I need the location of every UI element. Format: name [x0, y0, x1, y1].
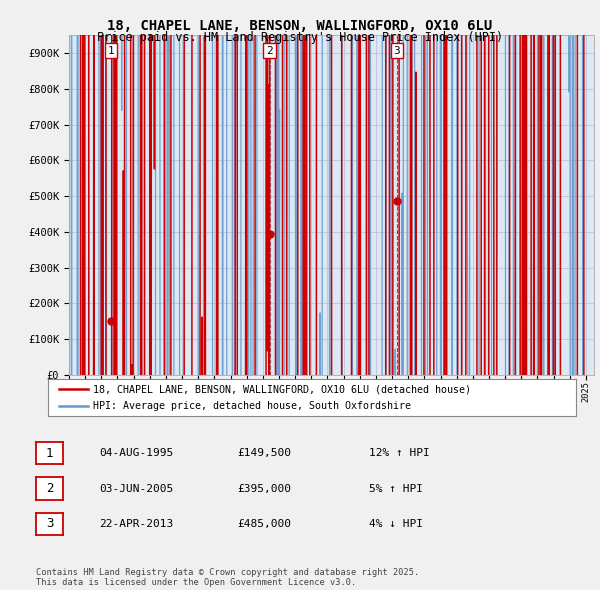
Text: 03-JUN-2005: 03-JUN-2005 [99, 484, 173, 493]
Text: 18, CHAPEL LANE, BENSON, WALLINGFORD, OX10 6LU: 18, CHAPEL LANE, BENSON, WALLINGFORD, OX… [107, 19, 493, 33]
Text: 1: 1 [46, 447, 53, 460]
Text: 2: 2 [46, 482, 53, 495]
Text: 04-AUG-1995: 04-AUG-1995 [99, 448, 173, 458]
Text: 5% ↑ HPI: 5% ↑ HPI [369, 484, 423, 493]
Text: 3: 3 [46, 517, 53, 530]
Text: HPI: Average price, detached house, South Oxfordshire: HPI: Average price, detached house, Sout… [93, 401, 411, 411]
Text: £395,000: £395,000 [237, 484, 291, 493]
Text: 3: 3 [394, 45, 400, 55]
Text: £485,000: £485,000 [237, 519, 291, 529]
Text: Price paid vs. HM Land Registry's House Price Index (HPI): Price paid vs. HM Land Registry's House … [97, 31, 503, 44]
Text: 1: 1 [107, 45, 114, 55]
Text: 18, CHAPEL LANE, BENSON, WALLINGFORD, OX10 6LU (detached house): 18, CHAPEL LANE, BENSON, WALLINGFORD, OX… [93, 384, 471, 394]
Text: Contains HM Land Registry data © Crown copyright and database right 2025.
This d: Contains HM Land Registry data © Crown c… [36, 568, 419, 587]
Text: 2: 2 [266, 45, 273, 55]
Text: 22-APR-2013: 22-APR-2013 [99, 519, 173, 529]
Text: 12% ↑ HPI: 12% ↑ HPI [369, 448, 430, 458]
Text: £149,500: £149,500 [237, 448, 291, 458]
Text: 4% ↓ HPI: 4% ↓ HPI [369, 519, 423, 529]
